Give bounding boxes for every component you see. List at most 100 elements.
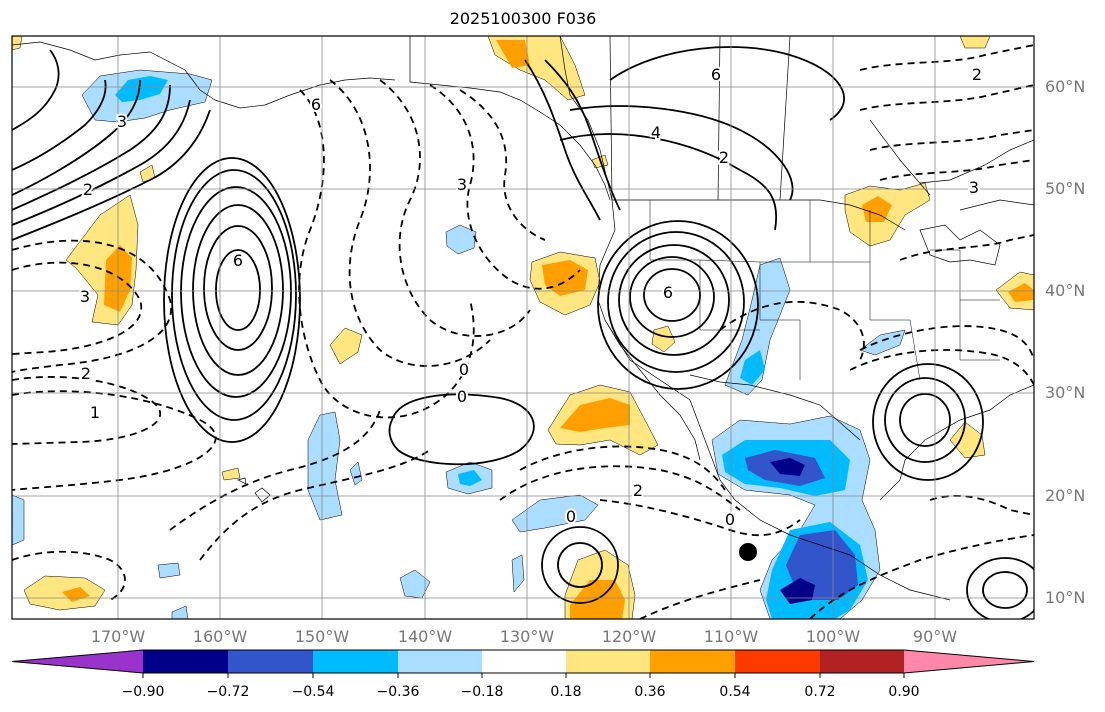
canada-provinces (609, 36, 931, 201)
dcontour-14 (599, 499, 801, 537)
colorbar-swatch (228, 650, 313, 673)
colorbar (11, 649, 1035, 678)
great-lakes (919, 224, 1001, 266)
lat-label-60n: 60°N (1045, 77, 1086, 96)
lon-label-120w: 120°W (601, 627, 657, 646)
colorbar-swatch (566, 650, 650, 673)
contour-low-gulf-1 (899, 393, 951, 447)
dcontour-19 (879, 159, 1034, 181)
contour-label: 0 (457, 387, 467, 406)
contour-low-west-2 (203, 225, 273, 351)
neg-shade-central-pacific-2 (349, 461, 363, 486)
lon-label-110w: 110°W (703, 627, 759, 646)
dcontour-20 (869, 129, 1034, 151)
dcontour-3 (12, 376, 162, 445)
dcontour-23 (899, 234, 1034, 261)
contour-nw-3 (12, 84, 171, 211)
neg-shade-small-3 (511, 554, 525, 593)
map-frame (11, 35, 1035, 620)
coast-aleutian-chain (214, 77, 396, 109)
neg-shade-texas (859, 329, 906, 356)
dcontour-25 (929, 494, 1034, 516)
colorbar-swatch (904, 650, 1034, 673)
contour-label: 2 (81, 364, 91, 383)
dashed-contours (12, 44, 1034, 619)
map-plot-area: 6 6 4 2 3 2 1 0 0 2 0 0 6 6 2 3 3 3 2 (12, 36, 1034, 619)
lon-label-140w: 140°W (397, 627, 453, 646)
neg-shade-small-4 (157, 562, 181, 579)
pos-shade-north-core (496, 40, 530, 68)
graticule (12, 36, 1034, 619)
contour-low-west-3 (192, 204, 284, 376)
us-mexico-border (689, 374, 861, 441)
lat-label-10n: 10°N (1045, 588, 1086, 607)
dcontour-1 (12, 239, 172, 373)
coast-mexico-west (734, 499, 951, 601)
contour-label: 0 (725, 510, 735, 529)
neg-shade-small-5 (171, 605, 189, 619)
lat-label-20n: 20°N (1045, 486, 1086, 505)
dcontour-11 (169, 409, 381, 531)
colorbar-tick-label: −0.90 (121, 684, 165, 700)
contour-label: 2 (633, 481, 643, 500)
colorbar-tick-label: 0.18 (550, 684, 582, 700)
location-marker (739, 543, 757, 561)
contour-low-west-1 (215, 249, 261, 331)
dcontour-2 (12, 261, 143, 355)
colorbar-swatch (650, 650, 735, 673)
contour-label: 6 (663, 283, 673, 302)
colorbar-tick-label: −0.36 (376, 684, 420, 700)
contour-label: 3 (80, 287, 90, 306)
dcontour-16 (809, 534, 1034, 619)
colorbar-swatch (313, 650, 398, 673)
solid-contours (12, 46, 1034, 619)
colorbar-tick-label: −0.18 (460, 684, 504, 700)
colorbar-swatch (482, 650, 566, 673)
coast-gulf (879, 384, 1034, 501)
dcontour-5 (298, 89, 475, 419)
coast-bc (559, 36, 736, 501)
contour-label-group: 6 6 4 2 3 2 1 0 0 2 0 0 6 6 2 3 3 3 2 (78, 63, 984, 531)
contour-zero-oval (388, 393, 535, 466)
lon-label-130w: 130°W (499, 627, 555, 646)
contour-arctic-2 (569, 105, 794, 201)
contour-arctic-4 (544, 59, 621, 211)
pos-shade-north-east (959, 36, 991, 49)
contour-arctic-1 (609, 46, 845, 121)
lon-label-90w: 90°W (912, 627, 958, 646)
contour-label: 3 (969, 178, 979, 197)
lat-label-50n: 50°N (1045, 179, 1086, 198)
colorbar-swatch (12, 650, 143, 673)
colorbar-tick-label: 0.72 (804, 684, 836, 700)
lat-label-30n: 30°N (1045, 383, 1086, 402)
colorbar-tick-label: 0.54 (719, 684, 751, 700)
contour-arctic-5 (524, 59, 601, 221)
contour-label: 2 (972, 65, 982, 84)
neg-shade-lowlat-strip (511, 494, 599, 533)
contour-low-se-1 (982, 571, 1028, 609)
contour-label: 0 (459, 360, 469, 379)
colorbar-tick-label: 0.36 (634, 684, 666, 700)
contour-nw-2 (12, 99, 191, 226)
contour-nw-1 (12, 109, 211, 241)
contour-arctic-3 (559, 133, 778, 231)
contour-low-us-4 (607, 231, 745, 373)
dcontour-12 (499, 465, 741, 511)
dcontour-6 (329, 79, 491, 367)
dcontour-24 (719, 300, 865, 361)
neg-shade-baja-strip (724, 257, 791, 396)
contour-label: 6 (233, 251, 243, 270)
contour-label: 4 (651, 123, 661, 142)
neg-shade-aleutians-core (115, 76, 168, 102)
dcontour-4 (12, 390, 217, 491)
contour-label: 3 (457, 175, 467, 194)
contour-label: 1 (90, 403, 100, 422)
dcontour-26 (12, 550, 126, 601)
contour-low-us-5 (597, 220, 759, 390)
neg-shade-left-edge (12, 494, 25, 546)
coast-alaska (409, 36, 611, 201)
neg-shade-baja-core (740, 350, 765, 385)
colorbar-swatch (398, 650, 482, 673)
contour-low-us-3 (618, 244, 730, 356)
neg-shade-mexico-darkest (770, 458, 805, 476)
